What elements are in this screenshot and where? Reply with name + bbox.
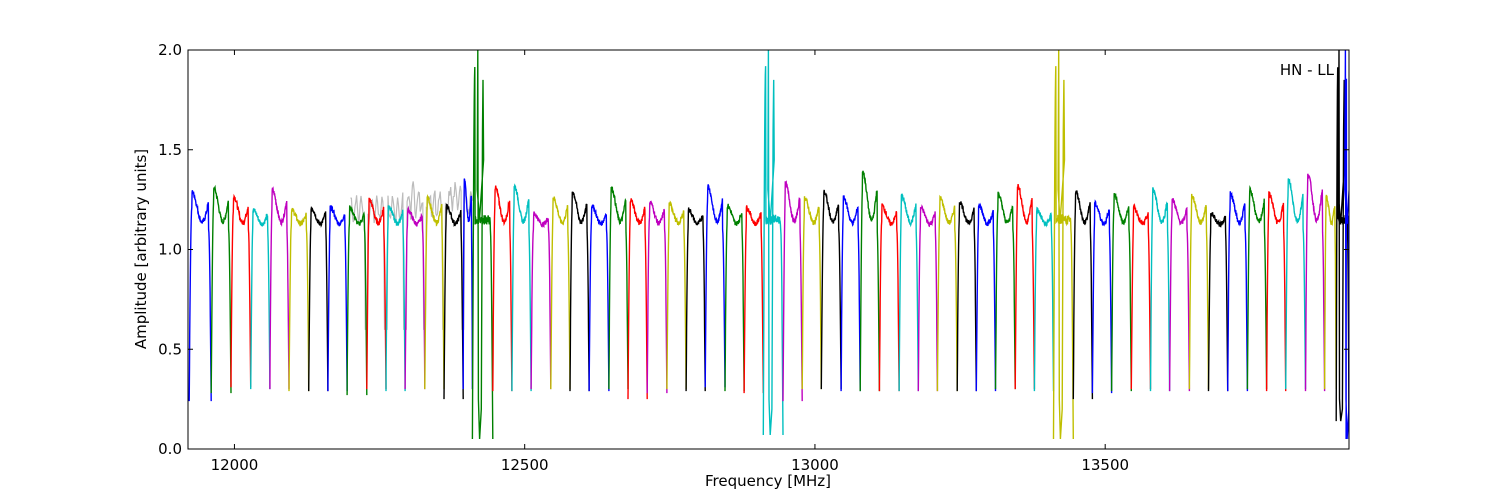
channel-trace-30	[762, 50, 784, 436]
channel-trace-12	[424, 194, 445, 390]
channel-trace-37	[898, 192, 919, 392]
channel-trace-61	[1344, 50, 1349, 440]
channel-trace-2	[230, 193, 252, 388]
channel-trace-11	[404, 205, 426, 390]
channel-trace-1	[210, 184, 232, 394]
channel-trace-19	[550, 196, 571, 390]
y-tick-label: 2.0	[158, 41, 182, 59]
y-axis-label: Amplitude [arbitrary units]	[132, 149, 150, 349]
channel-trace-4	[269, 186, 290, 390]
x-tick-label: 13000	[791, 456, 839, 474]
channel-trace-14	[462, 178, 474, 390]
plot-area	[188, 50, 1349, 440]
channel-trace-59	[1323, 194, 1337, 390]
channel-trace-34	[840, 195, 861, 392]
channel-trace-52	[1188, 193, 1210, 390]
plot-annotation: HN - LL	[1280, 61, 1335, 79]
channel-trace-42	[994, 191, 1016, 390]
channel-trace-7	[327, 205, 348, 392]
channel-trace-9	[366, 197, 387, 390]
channel-trace-23	[627, 198, 648, 400]
channel-trace-51	[1168, 198, 1191, 392]
channel-trace-6	[308, 205, 329, 392]
channel-trace-38	[917, 204, 939, 392]
channel-trace-21	[588, 204, 610, 392]
channel-trace-32	[801, 196, 822, 390]
channel-trace-41	[975, 202, 997, 392]
channel-trace-8	[346, 205, 368, 396]
y-tick-label: 0.0	[158, 440, 182, 458]
channel-trace-16	[492, 185, 513, 392]
channel-trace-35	[859, 170, 881, 392]
channel-trace-57	[1285, 178, 1307, 390]
channel-trace-48	[1110, 193, 1132, 392]
y-tick-label: 1.0	[158, 241, 182, 259]
channel-trace-33	[820, 189, 842, 390]
channel-trace-45	[1052, 50, 1074, 440]
y-tick-label: 1.5	[158, 141, 182, 159]
channel-trace-27	[704, 184, 726, 388]
x-tick-label: 12000	[211, 456, 259, 474]
channel-trace-5	[288, 207, 310, 392]
x-tick-label: 13500	[1081, 456, 1129, 474]
channel-trace-10	[385, 204, 406, 392]
channel-trace-53	[1207, 212, 1229, 392]
channel-trace-54	[1227, 191, 1249, 392]
channel-trace-55	[1246, 185, 1268, 390]
channel-trace-25	[666, 200, 687, 390]
axes: 12000 12500 13000 13500 0.0 0.5 1.0 1.5 2.0	[158, 41, 1350, 474]
channel-trace-15	[471, 50, 494, 440]
channel-trace-18	[530, 211, 552, 390]
channel-trace-50	[1149, 187, 1171, 392]
channel-trace-20	[569, 191, 590, 392]
channel-trace-47	[1091, 199, 1113, 394]
channel-trace-49	[1130, 202, 1152, 390]
channel-trace-56	[1265, 191, 1287, 392]
channel-trace-17	[511, 183, 532, 392]
channel-trace-0	[188, 190, 212, 402]
x-axis-label: Frequency [MHz]	[705, 472, 831, 490]
channel-trace-39	[936, 194, 958, 392]
channel-trace-43	[1014, 184, 1036, 390]
channel-trace-3	[250, 207, 271, 390]
channel-trace-28	[724, 203, 745, 392]
channel-trace-31	[782, 180, 803, 402]
channel-trace-26	[685, 207, 706, 392]
x-tick-label: 12500	[501, 456, 549, 474]
channel-trace-13	[443, 203, 464, 400]
channel-trace-40	[956, 201, 977, 392]
channel-trace-36	[878, 203, 900, 392]
channel-trace-24	[646, 200, 668, 394]
channel-trace-46	[1072, 190, 1094, 400]
channel-trace-58	[1304, 173, 1326, 392]
y-tick-label: 0.5	[158, 340, 182, 358]
channel-trace-29	[743, 205, 764, 394]
channel-trace-44	[1033, 206, 1055, 392]
channel-trace-22	[608, 186, 629, 390]
